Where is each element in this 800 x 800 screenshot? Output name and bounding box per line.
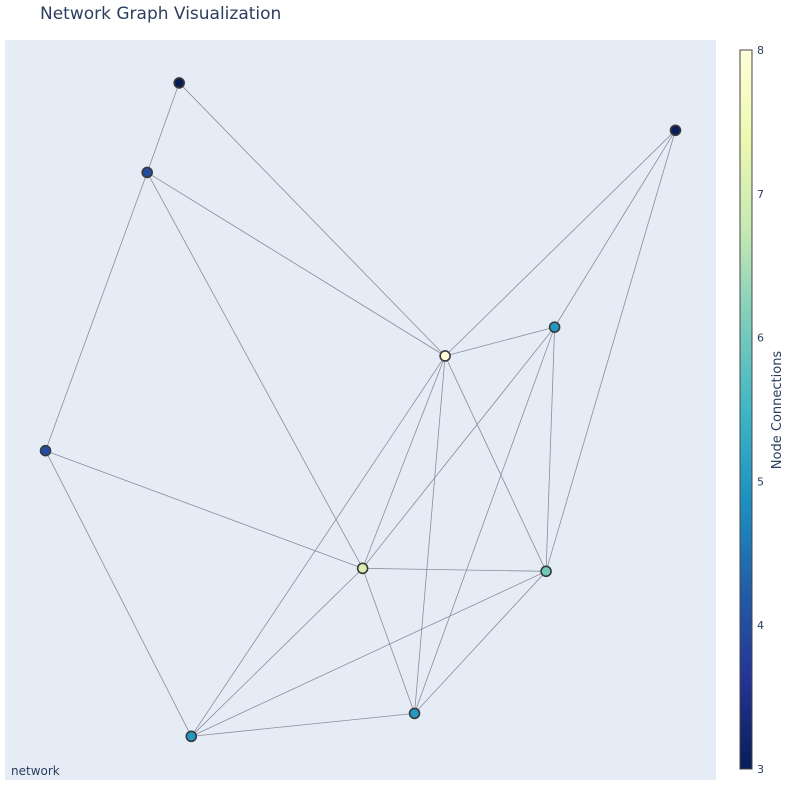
colorbar-tick-label: 5 — [757, 475, 764, 488]
nodes-layer — [39, 77, 682, 743]
graph-edge — [414, 355, 446, 714]
graph-node[interactable] — [141, 166, 153, 179]
graph-edge — [146, 82, 180, 173]
graph-edge — [414, 326, 555, 714]
plot-annotation: network — [11, 764, 60, 778]
graph-node[interactable] — [185, 730, 198, 743]
edges-layer — [45, 82, 676, 737]
graph-node[interactable] — [408, 707, 421, 720]
graph-edge — [45, 450, 363, 569]
graph-edge — [362, 567, 547, 572]
graph-edge — [146, 172, 363, 569]
graph-node[interactable] — [540, 565, 552, 578]
graph-node[interactable] — [39, 444, 52, 457]
graph-edge — [362, 326, 555, 569]
colorbar-tick-label: 7 — [757, 188, 764, 201]
graph-edge — [190, 355, 446, 737]
graph-edge — [545, 130, 676, 572]
graph-node[interactable] — [356, 562, 369, 575]
graph-edge — [414, 571, 547, 714]
graph-edge — [191, 568, 363, 737]
graph-edge — [191, 570, 547, 737]
graph-edge — [444, 129, 676, 357]
graph-edge — [545, 327, 556, 572]
graph-edge — [445, 326, 555, 357]
colorbar-tick-label: 6 — [757, 332, 764, 345]
graph-node[interactable] — [669, 124, 682, 137]
colorbar-tick-label: 8 — [757, 44, 764, 57]
plot-background — [5, 40, 716, 780]
graph-node[interactable] — [439, 350, 451, 362]
graph-edge — [191, 713, 415, 737]
graph-edge — [45, 172, 148, 451]
graph-node[interactable] — [173, 77, 185, 89]
graph-edge — [178, 82, 446, 357]
graph-edge — [362, 355, 446, 569]
colorbar-title: Node Connections — [770, 351, 785, 470]
colorbar — [739, 49, 753, 770]
graph-edge — [45, 450, 192, 737]
colorbar-ticks: 3 4 5 6 7 8 — [757, 44, 764, 776]
graph-edge — [554, 130, 676, 328]
chart-title: Network Graph Visualization — [40, 4, 282, 24]
graph-edge — [444, 355, 547, 572]
colorbar-tick-label: 4 — [757, 619, 764, 632]
graph-node[interactable] — [548, 321, 561, 333]
graph-edge — [146, 172, 446, 357]
graph-edge — [362, 568, 415, 714]
colorbar-tick-label: 3 — [757, 763, 764, 776]
